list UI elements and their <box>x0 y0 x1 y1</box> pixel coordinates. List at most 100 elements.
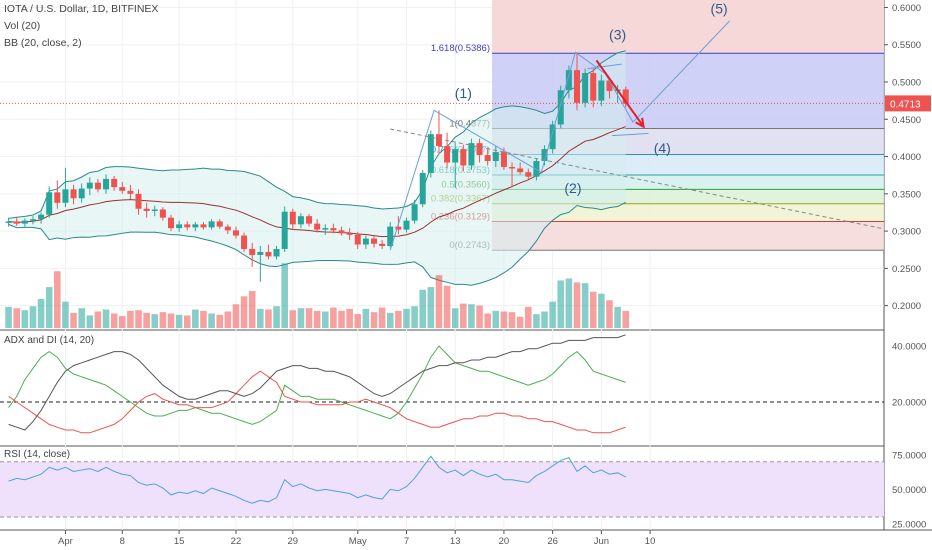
volume-bar <box>354 314 362 328</box>
rsi-pane <box>0 455 884 518</box>
candle-body <box>306 216 313 224</box>
candle-body <box>94 182 101 190</box>
price-tick-label: 0.2500 <box>892 264 921 275</box>
wave-label: (3) <box>609 27 626 43</box>
volume-bar <box>386 312 394 328</box>
volume-bar <box>102 309 110 328</box>
volume-bar <box>232 304 240 328</box>
volume-indicator-label[interactable]: Vol (20) <box>4 20 41 32</box>
candle-body <box>387 226 394 246</box>
time-tick-label: 20 <box>499 536 510 547</box>
volume-bar <box>565 278 573 328</box>
candle-body <box>249 248 256 255</box>
current-price-tag-label: 0.4713 <box>890 99 921 110</box>
volume-bar <box>443 285 451 328</box>
volume-bar <box>118 316 126 328</box>
candle-body <box>62 189 69 203</box>
candle-body <box>500 152 507 167</box>
candle-body <box>452 149 459 163</box>
volume-bar <box>403 308 410 328</box>
candle-body <box>379 243 386 246</box>
candle-body <box>21 220 28 224</box>
volume-bar <box>208 313 215 328</box>
volume-bar <box>598 293 605 328</box>
candle-body <box>517 168 524 173</box>
time-axis[interactable]: Apr 8 15 22 29 May 7 13 20 26 Jun 10 <box>58 530 655 547</box>
time-tick-label: 7 <box>404 536 409 547</box>
volume-bar <box>516 316 524 328</box>
adx-indicator-label[interactable]: ADX and DI (14, 20) <box>4 335 95 346</box>
rsi-tick-label: 50.0000 <box>892 485 926 496</box>
candle-body <box>541 149 548 162</box>
candle-body <box>200 224 207 228</box>
candle-body <box>598 80 605 101</box>
volume-bar <box>524 306 532 328</box>
volume-bar <box>330 307 337 328</box>
candle-body <box>176 224 183 229</box>
price-tick-label: 0.4500 <box>892 115 921 126</box>
chart-title: IOTA / U.S. Dollar, 1D, BITFINEX <box>4 3 159 15</box>
candle-body <box>549 124 556 150</box>
volume-bar <box>533 314 540 328</box>
elliott-wave-drawings[interactable]: (1) (2) (3) (4) (5) <box>0 0 885 251</box>
volume-bar <box>135 310 142 328</box>
volume-bar <box>13 308 21 328</box>
volume-bar <box>419 289 427 328</box>
time-tick-label: 29 <box>288 536 299 547</box>
volume-bar <box>549 301 556 328</box>
wave-channel-line <box>587 63 622 70</box>
candle-body <box>346 233 353 235</box>
candle-body <box>574 70 580 103</box>
volume-bar <box>468 304 475 328</box>
volume-bar <box>460 303 467 328</box>
candle-body <box>460 149 467 166</box>
volume-bar <box>500 311 508 328</box>
candle-body <box>289 211 296 225</box>
price-tick-label: 0.3000 <box>892 227 921 238</box>
candle-body <box>224 226 231 231</box>
volume-bar <box>427 287 435 328</box>
volume-bar <box>167 313 175 328</box>
candle-body <box>427 134 434 173</box>
candle-body <box>86 182 93 189</box>
bollinger-indicator-label[interactable]: BB (20, close, 2) <box>4 37 82 49</box>
candle-body <box>192 224 199 228</box>
volume-bar <box>362 308 370 328</box>
volume-bar <box>240 296 248 328</box>
di-minus-line <box>8 370 626 434</box>
wave-label: (5) <box>711 0 728 16</box>
rsi-indicator-label[interactable]: RSI (14, close) <box>4 449 71 460</box>
candle-body <box>565 70 572 91</box>
time-tick-label: 10 <box>645 536 656 547</box>
volume-bar <box>5 306 12 328</box>
price-axis[interactable]: 0.6000 0.5500 0.5000 0.4500 0.4000 0.3500 0.30… <box>884 3 931 530</box>
rsi-tick-label: 25.0000 <box>892 519 926 530</box>
volume-bar <box>484 313 491 328</box>
bb-upper-line <box>8 50 626 219</box>
candle-body <box>606 80 613 91</box>
candle-body <box>435 134 442 147</box>
fib-level-label: 1.618(0.5386) <box>431 43 490 54</box>
candle-body <box>354 234 361 245</box>
candle-body <box>395 226 402 230</box>
volume-bar <box>581 283 589 328</box>
volume-bar <box>143 312 150 328</box>
fib-zone <box>492 221 884 251</box>
price-tick-label: 0.2000 <box>892 301 921 312</box>
candle-body <box>241 235 248 249</box>
bb-lower-line <box>8 201 626 286</box>
volume-bar <box>476 305 483 328</box>
price-tick-label: 0.5500 <box>892 40 921 51</box>
candle-body <box>468 143 475 166</box>
volume-bar <box>110 313 118 328</box>
volume-bar <box>606 300 613 328</box>
candle-body <box>208 221 215 228</box>
candle-body <box>403 220 410 230</box>
volume-bar <box>257 308 264 328</box>
volume-bar <box>265 309 272 328</box>
candle-body <box>151 209 158 211</box>
volume-bar <box>200 310 207 328</box>
time-tick-label: 22 <box>231 536 242 547</box>
candle-body <box>273 248 280 257</box>
volume-bar <box>78 308 85 328</box>
